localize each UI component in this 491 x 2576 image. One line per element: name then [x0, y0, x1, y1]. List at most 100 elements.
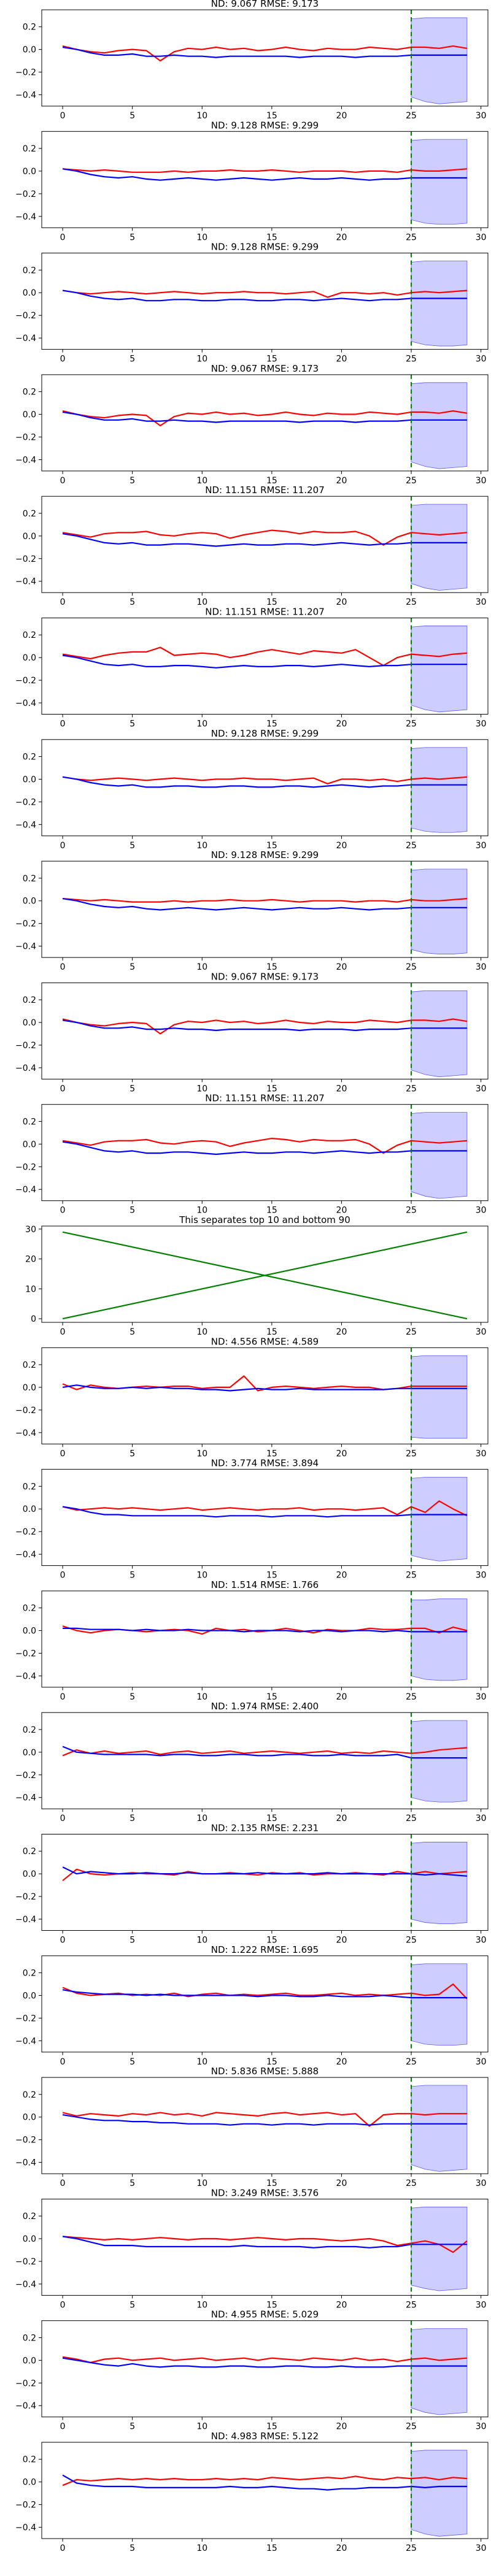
- x-tick-label: 30: [476, 1814, 487, 1823]
- x-tick-label: 20: [336, 1571, 347, 1581]
- y-tick-label: −0.2: [15, 1162, 36, 1172]
- x-tick-label: 5: [130, 962, 135, 972]
- forecast-interval-band: [411, 626, 468, 713]
- y-tick-label: 0.2: [23, 388, 36, 397]
- y-tick-label: 0.0: [23, 1505, 36, 1514]
- x-tick-label: 20: [336, 2179, 347, 2188]
- axes-frame: [41, 9, 489, 107]
- y-tick-label: 0.2: [23, 753, 36, 762]
- actual-series-line: [63, 2236, 468, 2253]
- x-tick-label: 5: [130, 1571, 135, 1581]
- chart-panel: ND: 9.128 RMSE: 9.299 0 5 10 15 20 25 30 −0.4 −0.…: [15, 849, 489, 972]
- x-tick-label: 0: [60, 719, 66, 729]
- actual-series-line: [62, 1747, 467, 1757]
- chart-title: ND: 4.955 RMSE: 5.029: [211, 2309, 319, 2320]
- axes-frame: [41, 374, 489, 472]
- y-tick-label: 0.2: [23, 1969, 36, 1979]
- x-tick-label: 5: [130, 1084, 135, 1094]
- y-tick-label: −0.2: [15, 1771, 36, 1781]
- x-tick-label: 10: [196, 1571, 207, 1581]
- forecast-interval-band: [411, 2085, 468, 2172]
- x-tick-label: 0: [60, 2300, 66, 2310]
- x-tick-label: 10: [196, 2057, 207, 2067]
- forecast-series-line: [62, 168, 467, 181]
- y-tick-label: −0.4: [15, 577, 36, 587]
- chart-panel: ND: 1.974 RMSE: 2.400 0 5 10 15 20 25 30 −0.4 −0.…: [15, 1701, 489, 1823]
- axes-frame: [41, 861, 489, 958]
- x-tick-label: 25: [406, 111, 417, 121]
- x-tick-label: 20: [336, 1327, 347, 1337]
- y-tick-label: 0.0: [23, 775, 36, 784]
- y-tick-label: 0.2: [23, 1725, 36, 1735]
- forecast-series-line: [62, 2114, 467, 2126]
- x-tick-label: 10: [196, 1449, 207, 1459]
- x-tick-label: 20: [336, 597, 347, 607]
- forecast-interval-band: [411, 1963, 468, 2046]
- x-tick-label: 0: [60, 1814, 66, 1823]
- forecast-interval-band: [411, 1355, 468, 1439]
- x-tick-label: 0: [60, 111, 66, 121]
- x-tick-label: 20: [336, 719, 347, 729]
- y-tick-label: 0.0: [23, 167, 36, 177]
- x-tick-label: 25: [406, 1571, 417, 1581]
- forecast-interval-band: [411, 868, 468, 954]
- forecast-interval-band: [411, 17, 468, 104]
- actual-series-line: [63, 168, 467, 173]
- chart-title: This separates top 10 and bottom 90: [179, 1214, 350, 1225]
- x-tick-label: 0: [60, 2543, 66, 2553]
- forecast-interval-band: [411, 2328, 468, 2415]
- x-tick-label: 25: [406, 597, 417, 607]
- axes-frame: [41, 982, 489, 1079]
- y-tick-label: 0.0: [23, 1140, 36, 1149]
- actual-series-line: [62, 1018, 468, 1035]
- y-tick-label: 0.2: [23, 23, 36, 33]
- x-tick-label: 25: [406, 2179, 417, 2188]
- x-tick-label: 10: [196, 1936, 207, 1945]
- x-tick-label: 20: [336, 111, 347, 121]
- forecast-series-line: [62, 1384, 467, 1392]
- x-tick-label: 0: [60, 1936, 66, 1945]
- x-tick-label: 10: [196, 1692, 207, 1702]
- y-tick-label: −0.4: [15, 1185, 36, 1195]
- x-tick-label: 20: [336, 2300, 347, 2310]
- separator-falling-line: [62, 1231, 468, 1320]
- y-tick-label: −0.4: [15, 2523, 36, 2533]
- x-tick-label: 25: [406, 1936, 417, 1945]
- x-tick-label: 10: [196, 476, 207, 486]
- x-tick-label: 10: [196, 2300, 207, 2310]
- x-tick-label: 10: [196, 111, 207, 121]
- chart-panel: ND: 2.135 RMSE: 2.231 0 5 10 15 20 25 30 −0.4 −0.…: [15, 1823, 489, 1945]
- y-tick-label: −0.2: [15, 919, 36, 929]
- y-tick-label: 0.2: [23, 266, 36, 275]
- x-tick-label: 5: [130, 476, 135, 486]
- x-tick-label: 5: [130, 1327, 135, 1337]
- x-tick-label: 25: [406, 355, 417, 364]
- forecast-series-line: [62, 46, 467, 58]
- chart-title: ND: 1.514 RMSE: 1.766: [211, 1579, 319, 1590]
- y-tick-label: 0.2: [23, 1482, 36, 1492]
- y-tick-label: −0.2: [15, 1406, 36, 1416]
- x-tick-label: 20: [336, 476, 347, 486]
- chart-title: ND: 5.836 RMSE: 5.888: [211, 2066, 319, 2077]
- chart-panel: ND: 9.067 RMSE: 9.173 0 5 10 15 20 25 30 −0.4 −0.…: [15, 971, 489, 1094]
- chart-title: ND: 9.128 RMSE: 9.299: [211, 728, 319, 739]
- y-tick-label: 0.0: [23, 1991, 36, 2001]
- x-tick-label: 30: [476, 1084, 487, 1094]
- chart-title: ND: 9.067 RMSE: 9.173: [211, 0, 319, 9]
- y-tick-label: 0.2: [23, 995, 36, 1005]
- y-tick-label: 0.0: [23, 1869, 36, 1879]
- x-tick-label: 0: [60, 1327, 66, 1337]
- x-tick-label: 20: [336, 1936, 347, 1945]
- y-tick-label: −0.4: [15, 942, 36, 952]
- axes-frame: [41, 1104, 489, 1202]
- y-tick-label: −0.4: [15, 2036, 36, 2046]
- y-tick-label: 30: [25, 1225, 36, 1235]
- x-tick-label: 15: [266, 1327, 277, 1337]
- x-tick-label: 30: [476, 1692, 487, 1702]
- y-tick-label: −0.4: [15, 212, 36, 222]
- x-tick-label: 5: [130, 2057, 135, 2067]
- chart-panel: ND: 4.556 RMSE: 4.589 0 5 10 15 20 25 30 −0.4 −0.…: [15, 1336, 489, 1459]
- axes-frame: [41, 2320, 489, 2418]
- x-tick-label: 25: [406, 2422, 417, 2432]
- y-tick-label: −0.2: [15, 554, 36, 564]
